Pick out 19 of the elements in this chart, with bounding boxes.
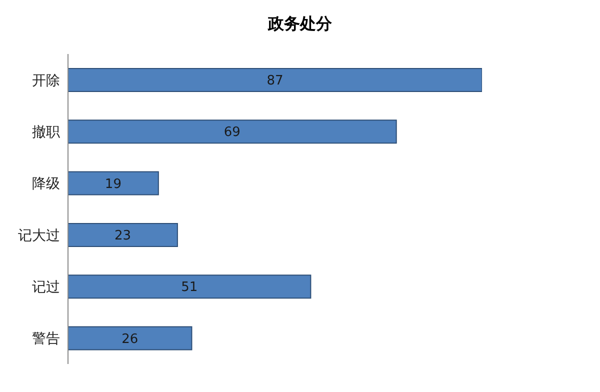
y-tick-label: 撤职	[32, 124, 60, 140]
data-label: 87	[266, 74, 284, 89]
bar	[68, 171, 159, 196]
y-tick-label: 开除	[32, 72, 60, 89]
bar	[68, 326, 192, 350]
data-label: 19	[104, 176, 122, 192]
chart-title: 政务处分	[266, 14, 333, 35]
y-tick-label: 降级	[32, 176, 60, 192]
bar	[68, 120, 397, 144]
bar	[68, 274, 312, 299]
data-label: 23	[114, 228, 131, 244]
y-tick-label: 警告	[32, 331, 60, 348]
data-label: 51	[181, 280, 198, 296]
y-tick-label: 记过	[32, 279, 60, 296]
y-tick-label: 记大过	[18, 228, 60, 244]
bar	[68, 222, 178, 247]
data-label: 26	[122, 332, 138, 347]
bar	[68, 68, 482, 92]
data-label: 69	[224, 125, 240, 140]
